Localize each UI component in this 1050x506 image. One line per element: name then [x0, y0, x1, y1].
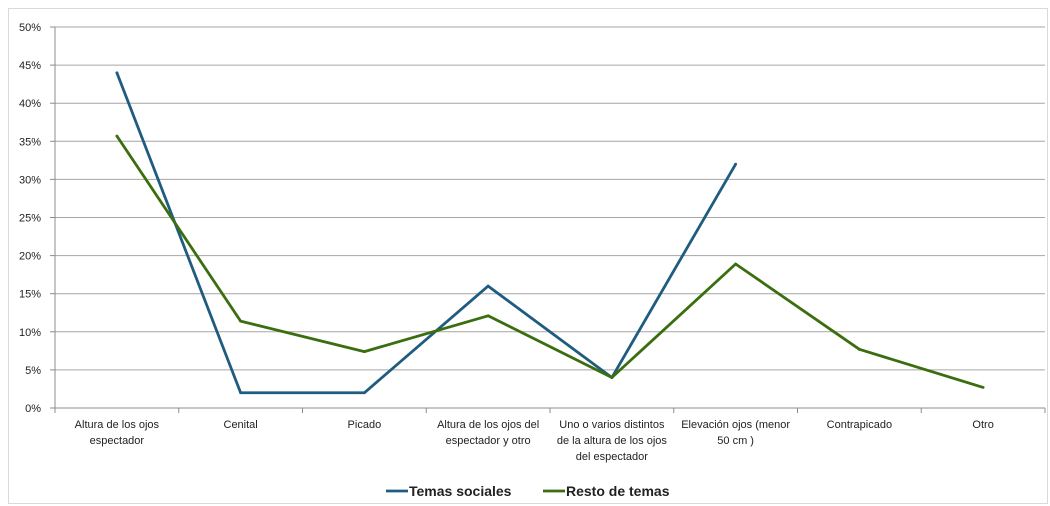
data-point	[486, 284, 490, 288]
y-tick-label: 15%	[19, 289, 41, 301]
legend-label: Resto de temas	[566, 483, 670, 499]
x-category-label-line: Contrapicado	[827, 419, 892, 431]
x-category-label-line: de la altura de los ojos	[557, 435, 668, 447]
series-line-resto-de-temas	[115, 135, 984, 389]
data-point	[362, 391, 366, 395]
data-point	[610, 376, 614, 379]
y-tick-label: 25%	[19, 213, 41, 225]
data-point	[486, 314, 490, 318]
y-tick-label: 35%	[19, 136, 41, 148]
y-tick-label: 20%	[19, 251, 41, 263]
x-category-label: Altura de los ojos del espectador y otro	[437, 419, 539, 447]
y-tick-label: 10%	[19, 327, 41, 339]
y-axis: 0% 5% 10% 15% 20% 25% 30% 35% 40% 45% 50%	[19, 22, 56, 415]
data-point	[734, 262, 738, 266]
y-tick-label: 45%	[19, 60, 41, 72]
x-category-label-line: espectador y otro	[446, 435, 531, 447]
gridlines	[55, 26, 1045, 409]
series-line-temas-sociales	[115, 72, 737, 395]
data-point	[981, 386, 985, 389]
x-axis: Altura de los ojos espectador Cenital Picad…	[54, 408, 1046, 463]
data-point	[239, 319, 243, 323]
data-point	[362, 350, 366, 354]
legend-label: Temas sociales	[409, 483, 512, 499]
data-point	[239, 391, 243, 395]
data-point	[115, 134, 119, 138]
x-category-label-line: Altura de los ojos	[75, 419, 160, 431]
legend: Temas sociales Resto de temas	[386, 483, 670, 499]
x-category-label: Cenital	[224, 419, 258, 431]
y-tick-label: 0%	[25, 403, 41, 415]
x-category-label: Uno o varios distintos de la altura de lo…	[557, 419, 668, 463]
y-tick-label: 50%	[19, 22, 41, 34]
x-category-label: Contrapicado	[827, 419, 892, 431]
x-category-label-line: Picado	[348, 419, 382, 431]
x-category-label-line: espectador	[90, 435, 145, 447]
x-category-label: Picado	[348, 419, 382, 431]
y-tick-label: 5%	[25, 365, 41, 377]
data-point	[115, 71, 119, 75]
x-category-label-line: Altura de los ojos del	[437, 419, 539, 431]
y-tick-label: 40%	[19, 98, 41, 110]
x-category-label: Altura de los ojos espectador	[75, 419, 160, 447]
series-lines	[115, 71, 985, 395]
x-category-label-line: Cenital	[224, 419, 258, 431]
x-category-label-line: Otro	[972, 419, 993, 431]
x-category-label: Elevación ojos (menor 50 cm )	[681, 419, 790, 447]
x-category-label-line: Elevación ojos (menor	[681, 419, 790, 431]
data-point	[857, 347, 861, 351]
x-category-label-line: del espectador	[576, 451, 648, 463]
data-point	[734, 162, 738, 166]
x-category-label: Otro	[972, 419, 993, 431]
x-category-label-line: Uno o varios distintos	[559, 419, 665, 431]
x-category-label-line: 50 cm )	[717, 435, 754, 447]
y-tick-label: 30%	[19, 174, 41, 186]
